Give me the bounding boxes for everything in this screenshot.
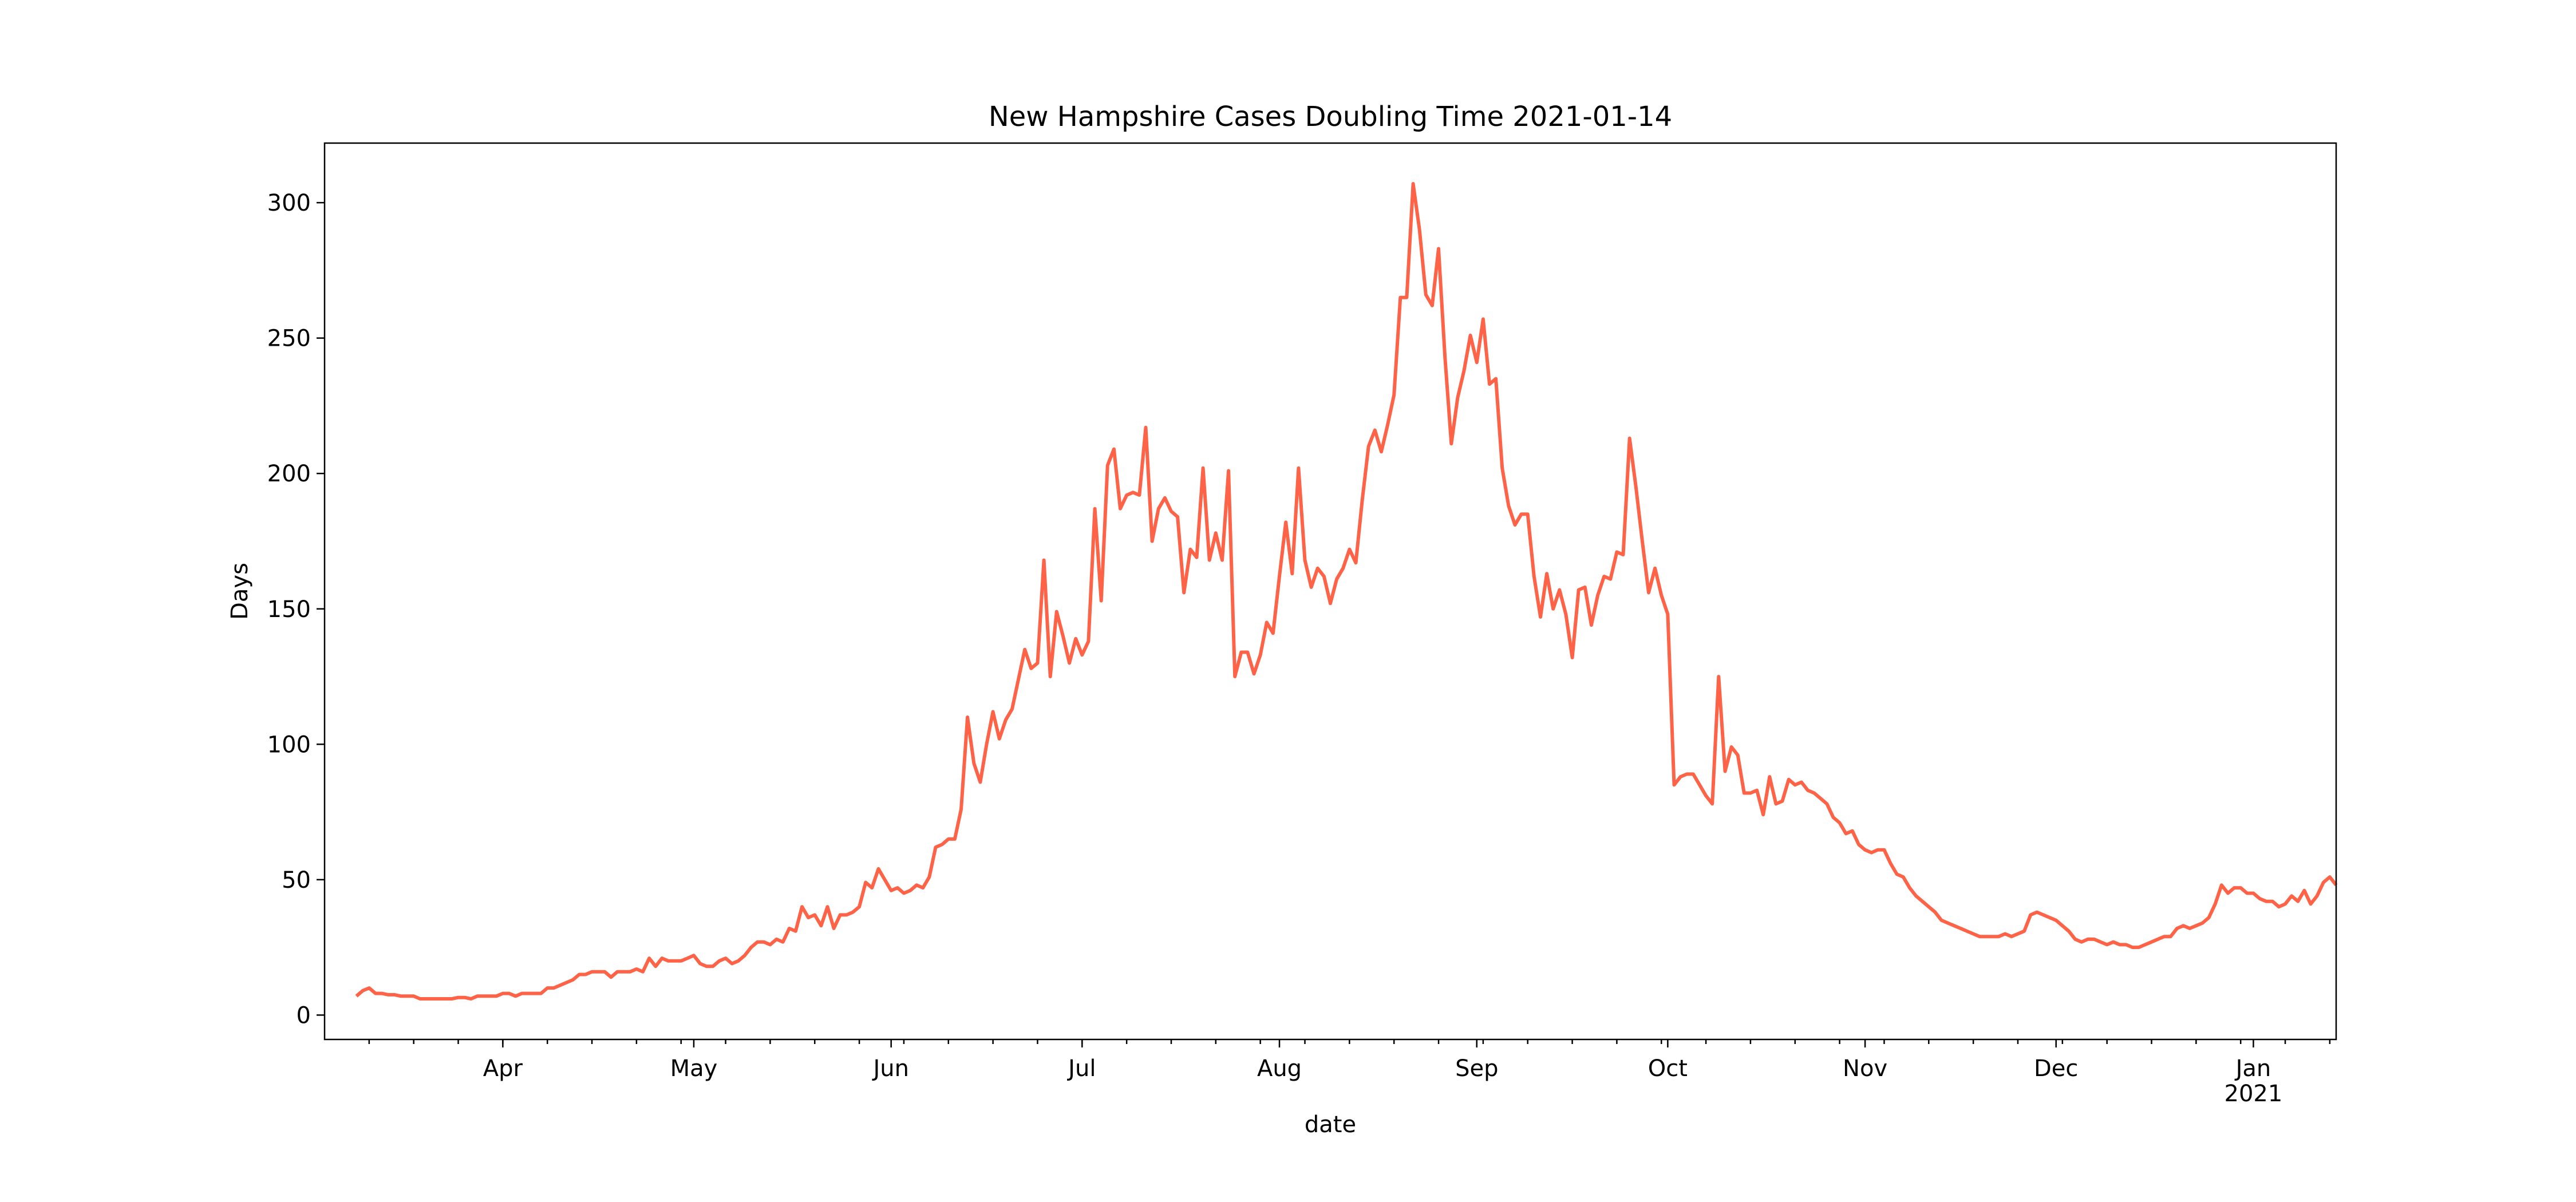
y-tick-label: 150 [267,596,311,623]
data-line [355,182,2338,1001]
x-tick-label: Sep [1455,1055,1498,1082]
y-tick-label: 100 [267,732,311,758]
x-tick-label: Oct [1648,1055,1688,1082]
y-tick-label: 250 [267,326,311,352]
y-tick-label: 300 [267,190,311,216]
x-tick-label: Apr [483,1055,523,1082]
plot-frame [323,142,2337,1041]
x-tick-label: Nov [1843,1055,1887,1082]
y-axis-label: Days [227,563,253,620]
y-tick-label: 0 [297,1002,311,1029]
x-tick-label: Jun [871,1055,909,1082]
chart-title: New Hampshire Cases Doubling Time 2021-0… [989,101,1672,133]
y-tick-label: 50 [282,867,311,893]
x-tick-label: Jul [1066,1055,1096,1082]
x-tick-label: Jan 2021 [2225,1055,2283,1107]
x-axis-label: date [1305,1112,1356,1138]
x-tick-label: May [670,1055,718,1082]
x-tick-label: Dec [2034,1055,2078,1082]
y-tick-label: 200 [267,461,311,487]
x-tick-label: Aug [1257,1055,1302,1082]
